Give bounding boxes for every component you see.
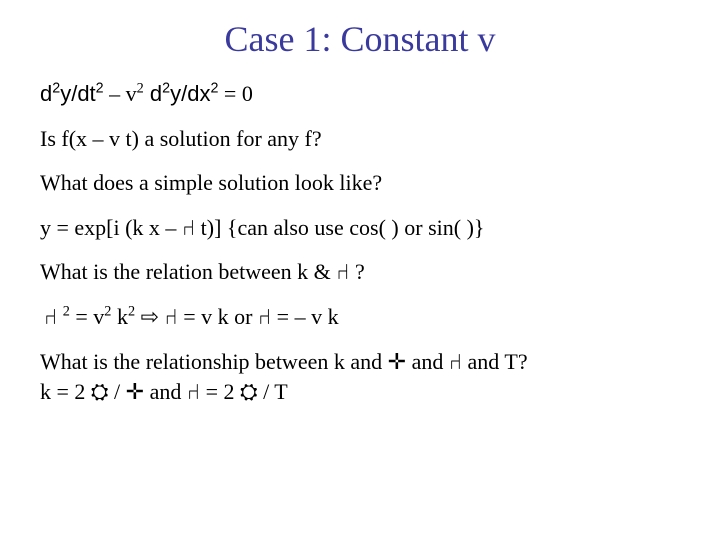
question-4: What is the relationship between k and ✛…: [40, 348, 680, 377]
eq-part: d2y/dt2: [40, 81, 104, 106]
lambda-icon: ✛: [126, 379, 144, 404]
slide-title: Case 1: Constant v: [40, 18, 680, 60]
pi-icon: ⛭: [91, 379, 109, 404]
question-2: What does a simple solution look like?: [40, 169, 680, 198]
omega-icon: ⑁: [182, 215, 195, 240]
omega-icon: ⑁: [449, 349, 462, 374]
omega-icon: ⑁: [44, 304, 57, 329]
pi-icon: ⛭: [240, 379, 258, 404]
lambda-icon: ✛: [388, 349, 406, 374]
omega-icon: ⑁: [187, 379, 200, 404]
relation-line: ⑁ 2 = v2 k2 ⇨ ⑁ = v k or ⑁ = – v k: [40, 303, 680, 332]
wave-equation: d2y/dt2 – v2 d2y/dx2 = 0: [40, 80, 680, 109]
arrow-icon: ⇨: [141, 304, 159, 329]
omega-icon: ⑁: [336, 259, 349, 284]
final-relation: k = 2 ⛭ / ✛ and ⑁ = 2 ⛭ / T: [40, 378, 680, 407]
question-3: What is the relation between k & ⑁ ?: [40, 258, 680, 287]
omega-icon: ⑁: [258, 304, 271, 329]
solution-line: y = exp[i (k x – ⑁ t)] {can also use cos…: [40, 214, 680, 243]
question-1: Is f(x – v t) a solution for any f?: [40, 125, 680, 154]
omega-icon: ⑁: [165, 304, 178, 329]
